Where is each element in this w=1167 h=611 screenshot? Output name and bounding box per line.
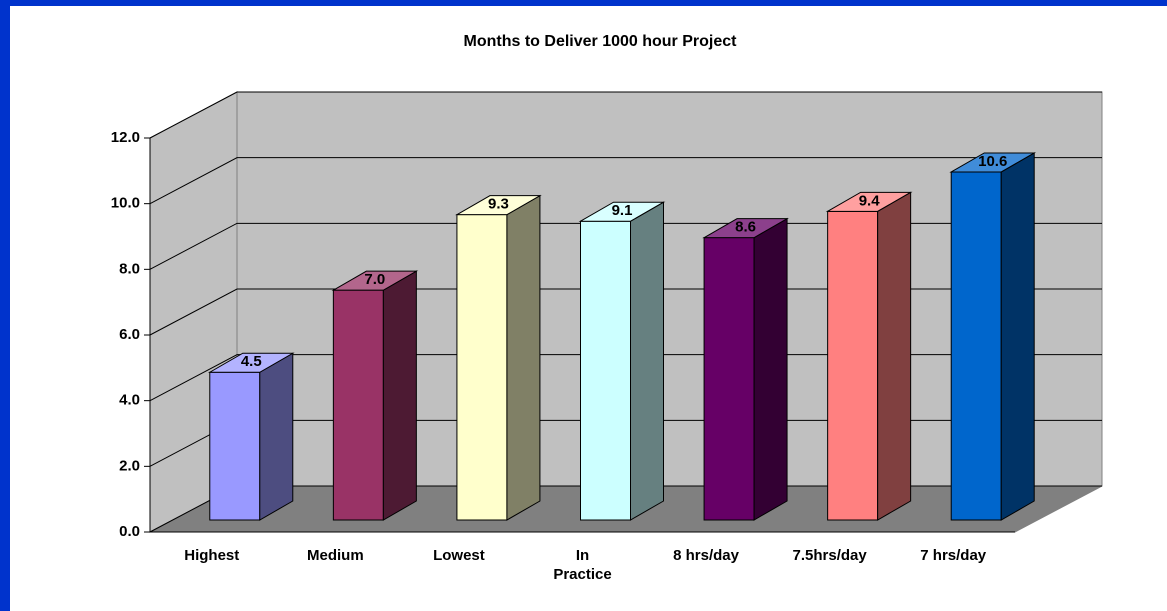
chart-title: Months to Deliver 1000 hour Project	[464, 33, 738, 50]
bar-top	[331, 270, 419, 291]
bar	[825, 191, 913, 521]
grid-line	[149, 157, 1102, 205]
bar-front	[456, 214, 508, 521]
grid-line	[149, 354, 1102, 402]
bar-side	[630, 201, 664, 521]
bar-front	[703, 237, 755, 521]
bar	[207, 352, 295, 521]
y-tick-label: 2.0	[119, 457, 140, 474]
bar-side	[506, 194, 541, 521]
x-tick-label: Medium	[307, 547, 364, 564]
data-label: 9.1	[612, 202, 633, 219]
bar	[702, 217, 789, 521]
y-tick-label: 6.0	[119, 326, 140, 343]
y-tick-label: 12.0	[111, 129, 140, 146]
bar-front	[209, 371, 261, 521]
bar-side	[259, 352, 294, 521]
data-label: 8.6	[735, 219, 756, 236]
bar-side	[1000, 152, 1035, 521]
x-tick-label: In Practice	[553, 547, 612, 583]
bar	[949, 152, 1037, 521]
bar-top	[207, 352, 295, 373]
bar-front	[950, 171, 1002, 521]
x-tick-label: 7 hrs/day	[920, 547, 987, 564]
bar-top	[702, 218, 789, 239]
bar-top	[825, 191, 913, 212]
bar-top	[949, 152, 1037, 173]
x-tick-label: Highest	[184, 547, 240, 564]
data-label: 7.0	[364, 271, 385, 288]
slide: Months to Deliver 1000 hour Project 0.0 2…	[10, 6, 1167, 611]
bar-front	[332, 289, 384, 521]
y-tick-label: 4.0	[119, 392, 140, 409]
y-tick-label: 0.0	[119, 523, 140, 540]
x-tick-label: Lowest	[433, 547, 485, 564]
bar-front	[827, 210, 879, 521]
bar	[455, 194, 542, 521]
bar-side	[877, 191, 912, 521]
bar	[578, 201, 666, 521]
grid-line	[149, 91, 1102, 139]
bar-front	[580, 220, 631, 521]
grid-line	[149, 288, 1102, 336]
bar	[331, 270, 419, 521]
x-tick-label: 8 hrs/day	[673, 547, 739, 564]
chart: Months to Deliver 1000 hour Project 0.0 2…	[111, 33, 1103, 540]
data-label: 9.4	[859, 192, 881, 209]
data-label: 9.3	[488, 196, 509, 213]
bar-top	[578, 201, 666, 222]
bar-side	[753, 217, 788, 521]
data-label: 10.6	[978, 153, 1007, 170]
grid-line	[149, 222, 1102, 270]
x-tick-label: 7.5hrs/day	[792, 547, 867, 564]
y-tick-label: 8.0	[119, 260, 140, 277]
y-tick-label: 10.0	[111, 195, 140, 212]
data-label: 4.5	[241, 353, 262, 370]
bar-top	[455, 195, 542, 216]
bar-side	[382, 270, 417, 521]
